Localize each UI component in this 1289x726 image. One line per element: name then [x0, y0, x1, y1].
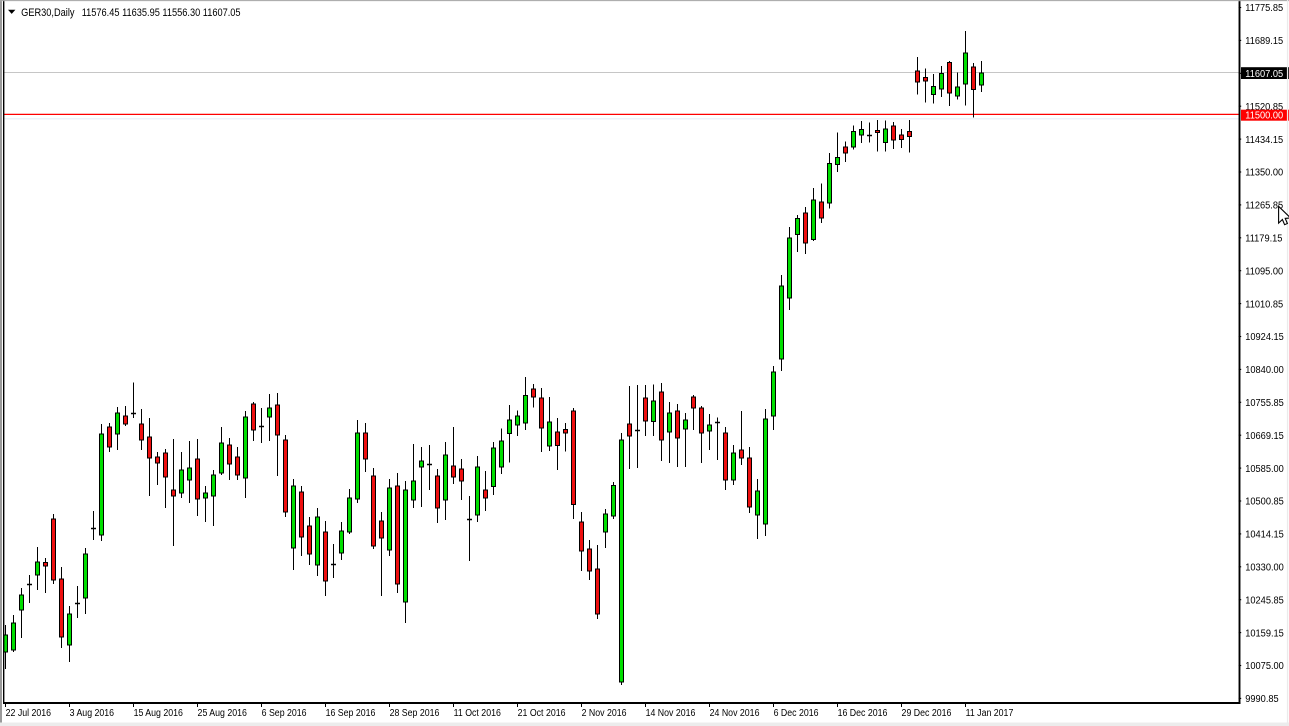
svg-text:6 Sep 2016: 6 Sep 2016 — [262, 706, 307, 718]
svg-text:25 Aug 2016: 25 Aug 2016 — [198, 706, 247, 718]
svg-text:11576.45 11635.95 11556.30 116: 11576.45 11635.95 11556.30 11607.05 — [82, 7, 241, 19]
svg-text:28 Sep 2016: 28 Sep 2016 — [390, 706, 440, 718]
svg-text:10924.15: 10924.15 — [1245, 332, 1284, 344]
svg-text:9990.85: 9990.85 — [1245, 694, 1279, 706]
svg-text:10075.00: 10075.00 — [1245, 661, 1284, 673]
svg-text:GER30,Daily: GER30,Daily — [21, 7, 75, 19]
svg-text:15 Aug 2016: 15 Aug 2016 — [134, 706, 183, 718]
svg-text:6 Dec 2016: 6 Dec 2016 — [774, 706, 819, 718]
svg-text:10500.85: 10500.85 — [1245, 496, 1284, 508]
svg-text:10245.85: 10245.85 — [1245, 595, 1284, 607]
svg-text:11010.85: 11010.85 — [1245, 299, 1283, 311]
svg-text:11 Jan 2017: 11 Jan 2017 — [966, 706, 1014, 718]
svg-text:16 Sep 2016: 16 Sep 2016 — [326, 706, 376, 718]
svg-text:22 Jul 2016: 22 Jul 2016 — [6, 706, 51, 718]
svg-text:11 Oct 2016: 11 Oct 2016 — [454, 706, 501, 718]
svg-text:10755.85: 10755.85 — [1245, 398, 1284, 410]
svg-text:11095.00: 11095.00 — [1245, 266, 1283, 278]
svg-text:11434.15: 11434.15 — [1245, 134, 1283, 146]
svg-text:14 Nov 2016: 14 Nov 2016 — [646, 706, 696, 718]
svg-text:11350.00: 11350.00 — [1245, 167, 1283, 179]
svg-text:3 Aug 2016: 3 Aug 2016 — [70, 706, 114, 718]
svg-text:10585.00: 10585.00 — [1245, 463, 1284, 475]
svg-text:10840.00: 10840.00 — [1245, 365, 1284, 377]
svg-text:21 Oct 2016: 21 Oct 2016 — [518, 706, 566, 718]
svg-text:11500.00: 11500.00 — [1245, 110, 1283, 122]
svg-text:24 Nov 2016: 24 Nov 2016 — [710, 706, 760, 718]
svg-text:10669.15: 10669.15 — [1245, 430, 1284, 442]
svg-text:11520.85: 11520.85 — [1245, 101, 1283, 113]
svg-text:10414.15: 10414.15 — [1245, 529, 1284, 541]
svg-text:16 Dec 2016: 16 Dec 2016 — [838, 706, 888, 718]
svg-text:11689.15: 11689.15 — [1245, 36, 1283, 48]
svg-text:11607.05: 11607.05 — [1245, 69, 1283, 81]
svg-text:11179.15: 11179.15 — [1245, 233, 1283, 245]
svg-text:10159.15: 10159.15 — [1245, 628, 1284, 640]
svg-text:11775.85: 11775.85 — [1245, 3, 1283, 15]
svg-text:2 Nov 2016: 2 Nov 2016 — [582, 706, 627, 718]
svg-text:10330.00: 10330.00 — [1245, 562, 1284, 574]
svg-text:29 Dec 2016: 29 Dec 2016 — [902, 706, 952, 718]
svg-text:11265.85: 11265.85 — [1245, 200, 1283, 212]
